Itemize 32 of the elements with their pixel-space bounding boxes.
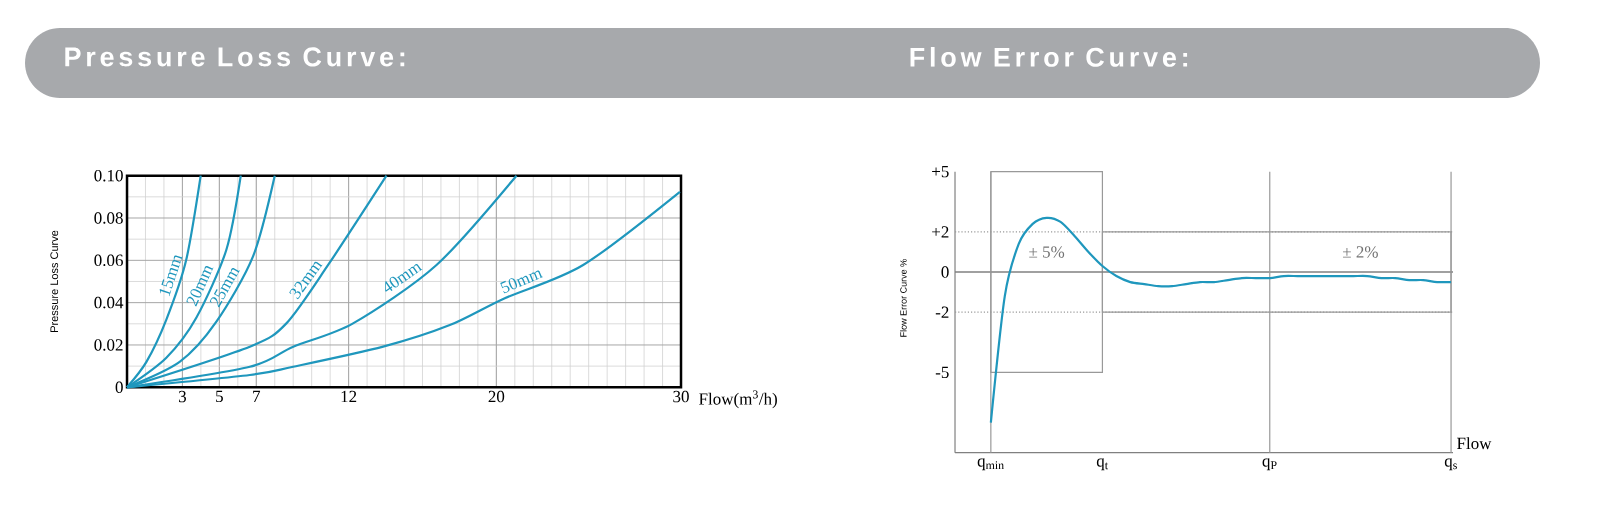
chart-title: Flow Error Curve: <box>910 47 1188 67</box>
x-axis-title: Flow(m$^{3}$/h) <box>699 390 777 409</box>
text: 50mm <box>500 270 544 294</box>
x-axis-title: Flow <box>1457 437 1492 450</box>
x-tick-label: 12 <box>341 390 357 403</box>
x-tick-label: q$_{t}$ <box>1096 458 1108 471</box>
y-axis-title: Pressure Loss Curve <box>50 230 59 332</box>
x-tick-label: q$_{s}$ <box>1444 458 1457 471</box>
y-tick-label: 0 <box>115 381 123 394</box>
y-tick-label: 0.06 <box>94 254 123 267</box>
y-axis-title: Flow Error Curve % <box>900 259 907 337</box>
y-tick-label: -2 <box>935 306 949 318</box>
y-tick-label: 0.04 <box>94 296 124 309</box>
y-tick-label: +5 <box>932 166 949 178</box>
text: 15mm <box>159 255 183 297</box>
annotation: ± 2% <box>1342 246 1378 258</box>
x-tick-label: 5 <box>216 390 223 403</box>
x-tick-label: q$_{P}$ <box>1262 458 1277 471</box>
y-tick-label: +2 <box>932 226 949 238</box>
y-tick-label: 0 <box>941 266 949 278</box>
chart-title: Pressure Loss Curve: <box>65 47 405 67</box>
text: 40mm <box>385 263 423 292</box>
x-tick-label: 7 <box>253 390 261 402</box>
x-tick-label: 3 <box>178 390 187 403</box>
annotation: ± 5% <box>1029 246 1065 258</box>
x-tick-label: 20 <box>488 390 505 403</box>
y-tick-label: 0.02 <box>94 339 123 351</box>
y-tick-label: 0.10 <box>94 169 123 182</box>
y-tick-label: 0.08 <box>94 212 123 224</box>
x-tick-label: 30 <box>673 390 689 403</box>
x-tick-label: q$_{min}$ <box>977 458 1004 471</box>
y-tick-label: -5 <box>935 366 949 379</box>
